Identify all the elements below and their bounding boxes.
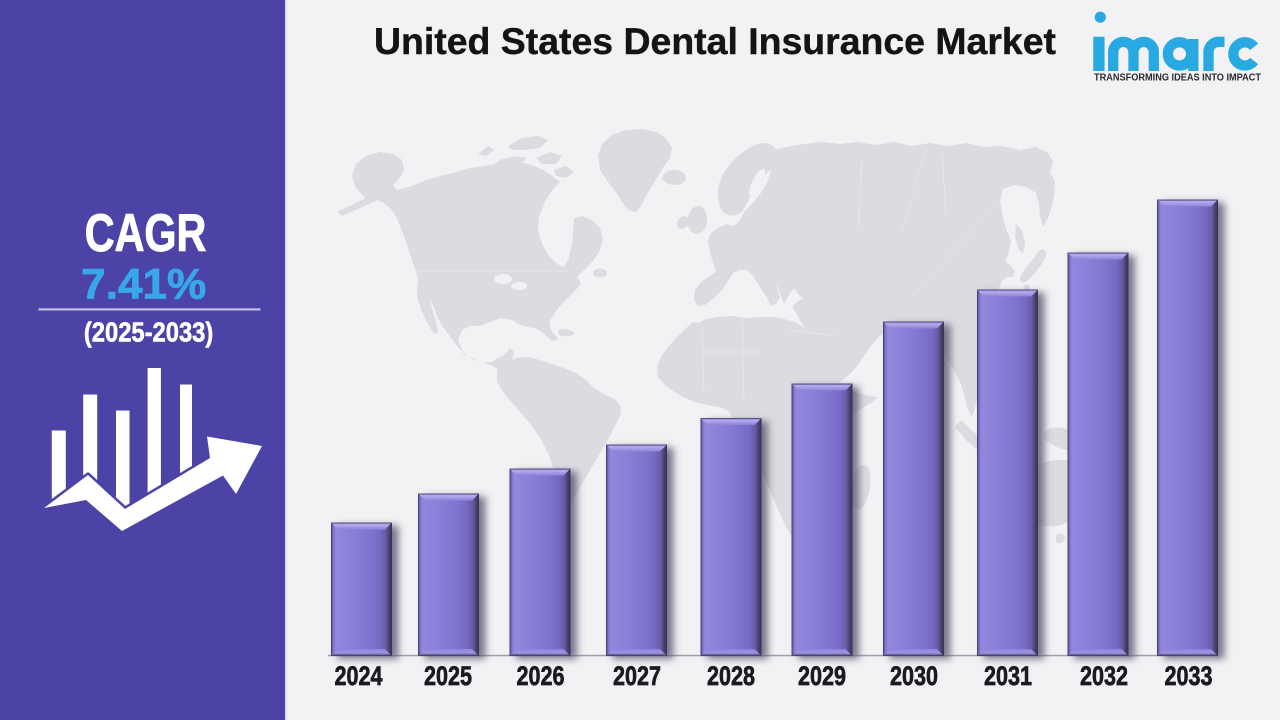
svg-text:2031: 2031 xyxy=(984,661,1032,691)
svg-text:United States Dental Insurance: United States Dental Insurance Market xyxy=(374,21,1056,62)
svg-text:2028: 2028 xyxy=(707,661,755,691)
svg-text:2024: 2024 xyxy=(335,661,383,691)
svg-text:2030: 2030 xyxy=(890,661,938,691)
svg-text:2026: 2026 xyxy=(517,661,565,691)
svg-text:2027: 2027 xyxy=(613,661,661,691)
svg-text:2029: 2029 xyxy=(798,661,846,691)
svg-text:2032: 2032 xyxy=(1080,661,1128,691)
svg-text:2033: 2033 xyxy=(1165,661,1213,691)
svg-text:7.41%: 7.41% xyxy=(81,262,206,309)
svg-text:2025: 2025 xyxy=(424,661,472,691)
svg-text:(2025-2033): (2025-2033) xyxy=(84,317,213,348)
svg-text:CAGR: CAGR xyxy=(85,204,207,263)
svg-text:TRANSFORMING IDEAS INTO IMPACT: TRANSFORMING IDEAS INTO IMPACT xyxy=(1094,73,1261,84)
